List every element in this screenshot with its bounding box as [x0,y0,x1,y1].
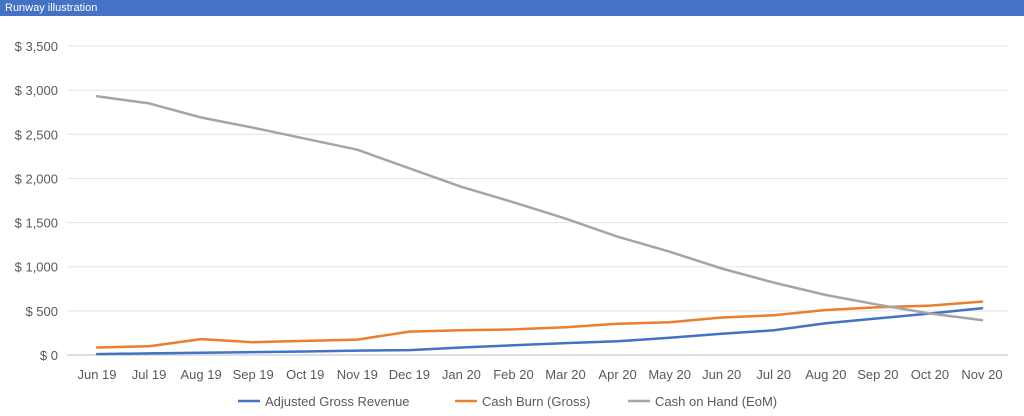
x-tick-label: Dec 19 [389,367,430,382]
y-tick-label: $ 1,500 [15,216,58,231]
x-tick-label: Nov 19 [337,367,378,382]
x-tick-label: May 20 [648,367,691,382]
x-tick-label: Sep 19 [233,367,274,382]
y-tick-label: $ 500 [25,304,58,319]
legend-label: Cash on Hand (EoM) [655,394,777,409]
x-tick-label: Aug 20 [805,367,846,382]
x-tick-label: Oct 20 [911,367,949,382]
y-tick-label: $ 3,500 [15,39,58,54]
x-tick-label: Nov 20 [961,367,1002,382]
x-tick-label: Jun 20 [702,367,741,382]
x-tick-label: Oct 19 [286,367,324,382]
legend-label: Adjusted Gross Revenue [265,394,410,409]
x-tick-label: Mar 20 [545,367,585,382]
x-tick-label: Jul 19 [132,367,167,382]
x-tick-label: Jun 19 [77,367,116,382]
x-tick-label: Jul 20 [756,367,791,382]
x-tick-label: Jan 20 [442,367,481,382]
series-line-3 [95,95,984,322]
x-tick-label: Feb 20 [493,367,533,382]
chart-header-bar: Runway illustration [0,0,1024,16]
x-tick-label: Aug 19 [181,367,222,382]
series-line-2 [95,300,984,349]
x-tick-label: Apr 20 [598,367,636,382]
y-tick-label: $ 2,000 [15,171,58,186]
y-tick-label: $ 0 [40,348,58,363]
y-tick-label: $ 1,000 [15,260,58,275]
y-tick-label: $ 2,500 [15,127,58,142]
legend-label: Cash Burn (Gross) [482,394,590,409]
x-tick-label: Sep 20 [857,367,898,382]
chart-header-title: Runway illustration [5,2,98,14]
series-line-1 [95,306,984,356]
y-tick-label: $ 3,000 [15,83,58,98]
